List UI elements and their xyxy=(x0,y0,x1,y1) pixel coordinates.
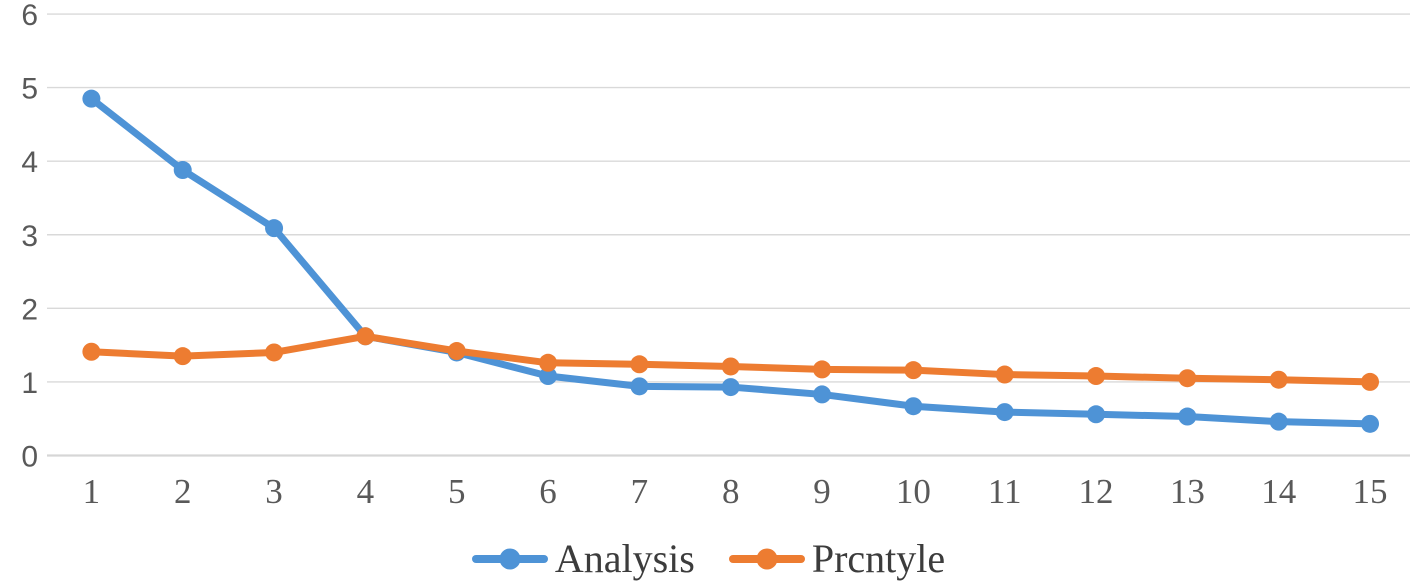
y-tick-label: 0 xyxy=(21,441,38,474)
data-point-analysis-15 xyxy=(1361,414,1380,433)
data-point-prcntyle-13 xyxy=(1178,369,1197,388)
legend-item-analysis: Analysis xyxy=(471,536,695,581)
x-tick-label: 8 xyxy=(722,472,740,511)
data-point-analysis-8 xyxy=(721,378,740,397)
x-tick-label: 2 xyxy=(174,472,192,511)
x-tick-label: 15 xyxy=(1353,472,1388,511)
data-point-prcntyle-8 xyxy=(721,357,740,376)
x-tick-label: 14 xyxy=(1261,472,1296,511)
data-point-prcntyle-10 xyxy=(904,361,923,380)
x-tick-label: 3 xyxy=(265,472,283,511)
chart-legend: Analysis Prcntyle xyxy=(0,533,1417,585)
y-tick-label: 5 xyxy=(21,73,38,106)
data-point-prcntyle-1 xyxy=(82,342,101,361)
data-point-prcntyle-5 xyxy=(447,342,466,361)
x-tick-label: 4 xyxy=(357,472,375,511)
x-tick-label: 6 xyxy=(539,472,557,511)
y-tick-label: 1 xyxy=(21,367,38,400)
legend-label-prcntyle: Prcntyle xyxy=(811,536,946,581)
legend-item-prcntyle: Prcntyle xyxy=(728,536,946,581)
data-point-analysis-6 xyxy=(539,367,558,386)
data-point-prcntyle-15 xyxy=(1361,372,1380,391)
analysis-line-marker-icon xyxy=(471,548,548,570)
data-point-prcntyle-11 xyxy=(995,365,1014,384)
data-point-prcntyle-7 xyxy=(630,355,649,374)
data-point-analysis-11 xyxy=(995,403,1014,422)
x-tick-label: 7 xyxy=(631,472,649,511)
data-point-analysis-14 xyxy=(1269,412,1288,431)
y-tick-label: 2 xyxy=(21,293,38,326)
data-point-prcntyle-6 xyxy=(539,353,558,372)
y-tick-label: 4 xyxy=(21,146,38,179)
x-tick-label: 12 xyxy=(1079,472,1114,511)
data-point-prcntyle-3 xyxy=(265,343,284,362)
x-tick-label: 1 xyxy=(83,472,101,511)
data-point-prcntyle-2 xyxy=(173,347,192,366)
x-tick-label: 5 xyxy=(448,472,466,511)
x-tick-label: 10 xyxy=(896,472,931,511)
data-point-prcntyle-4 xyxy=(356,327,375,346)
y-tick-label: 6 xyxy=(21,0,38,32)
data-point-analysis-13 xyxy=(1178,407,1197,426)
y-tick-label: 3 xyxy=(21,220,38,253)
data-point-analysis-1 xyxy=(82,89,101,108)
legend-label-analysis: Analysis xyxy=(554,536,695,581)
data-point-prcntyle-14 xyxy=(1269,370,1288,389)
data-point-analysis-10 xyxy=(904,397,923,416)
data-point-analysis-3 xyxy=(265,219,284,238)
x-tick-label: 9 xyxy=(813,472,831,511)
data-point-analysis-9 xyxy=(813,385,832,404)
x-tick-label: 13 xyxy=(1170,472,1205,511)
data-point-analysis-2 xyxy=(173,161,192,180)
x-tick-label: 11 xyxy=(988,472,1022,511)
data-point-analysis-12 xyxy=(1087,405,1106,424)
prcntyle-line-marker-icon xyxy=(728,548,805,570)
data-point-analysis-7 xyxy=(630,377,649,396)
data-point-prcntyle-9 xyxy=(813,360,832,379)
data-point-prcntyle-12 xyxy=(1087,367,1106,386)
